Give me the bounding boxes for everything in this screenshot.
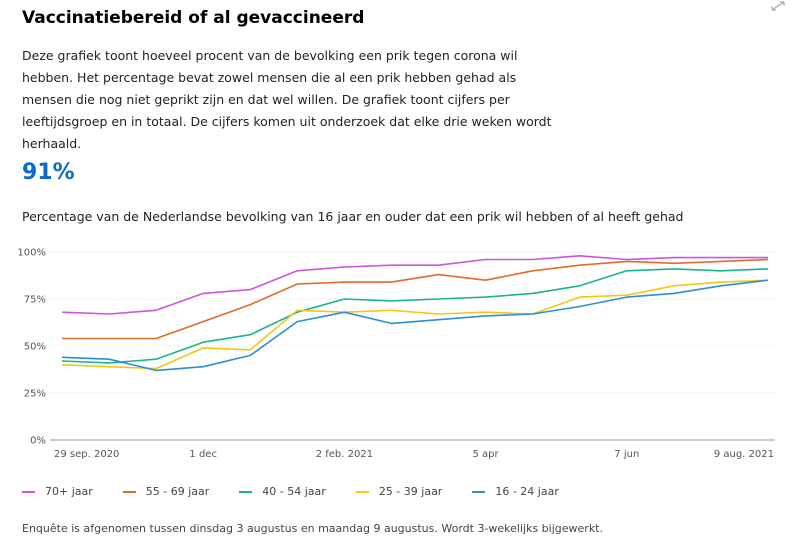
x-tick-label: 2 feb. 2021 <box>316 449 373 460</box>
x-tick-label: 1 dec <box>189 449 217 460</box>
legend-item: 55 - 69 jaar <box>122 485 210 498</box>
x-tick-label: 9 aug. 2021 <box>714 449 774 460</box>
x-tick-label: 5 apr <box>473 449 500 460</box>
legend-swatch <box>122 490 136 493</box>
legend-label: 25 - 39 jaar <box>378 485 443 498</box>
headline-percentage: 91% <box>22 160 75 185</box>
y-tick-label: 75% <box>24 295 46 306</box>
chart-title: Percentage van de Nederlandse bevolking … <box>22 209 684 224</box>
footnote: Enquête is afgenomen tussen dinsdag 3 au… <box>22 522 603 535</box>
series-line-3 <box>61 279 769 370</box>
chart-legend: 70+ jaar 55 - 69 jaar 40 - 54 jaar 25 - 39 … <box>22 485 589 498</box>
legend-label: 70+ jaar <box>45 485 93 498</box>
series-line-0 <box>61 254 768 315</box>
legend-item: 25 - 39 jaar <box>355 485 443 498</box>
y-tick-label: 25% <box>24 389 46 400</box>
x-tick-label: 29 sep. 2020 <box>54 449 119 460</box>
legend-swatch <box>239 490 253 493</box>
legend-label: 40 - 54 jaar <box>262 485 326 498</box>
legend-item: 40 - 54 jaar <box>239 485 326 498</box>
expand-icon[interactable] <box>770 0 786 12</box>
y-tick-label: 50% <box>24 342 46 353</box>
series-line-4 <box>61 279 769 372</box>
y-tick-label: 100% <box>17 248 46 259</box>
line-chart: 0% 25% 50% 75% 100% 29 sep. 2020 1 dec 2 feb. 2… <box>17 248 775 460</box>
legend-label: 16 - 24 jaar <box>495 485 559 498</box>
intro-text: Deze grafiek toont hoeveel procent van d… <box>22 48 552 151</box>
legend-swatch <box>355 490 369 493</box>
legend-item: 70+ jaar <box>22 485 93 498</box>
series-line-2 <box>61 268 769 364</box>
page-title: Vaccinatiebereid of al gevaccineerd <box>22 8 365 28</box>
series-line-1 <box>62 258 769 340</box>
y-tick-label: 0% <box>30 436 46 447</box>
legend-label: 55 - 69 jaar <box>145 485 210 498</box>
legend-swatch <box>472 490 486 493</box>
legend-swatch <box>22 490 35 493</box>
x-tick-label: 7 jun <box>614 449 639 460</box>
legend-item: 16 - 24 jaar <box>472 485 559 498</box>
